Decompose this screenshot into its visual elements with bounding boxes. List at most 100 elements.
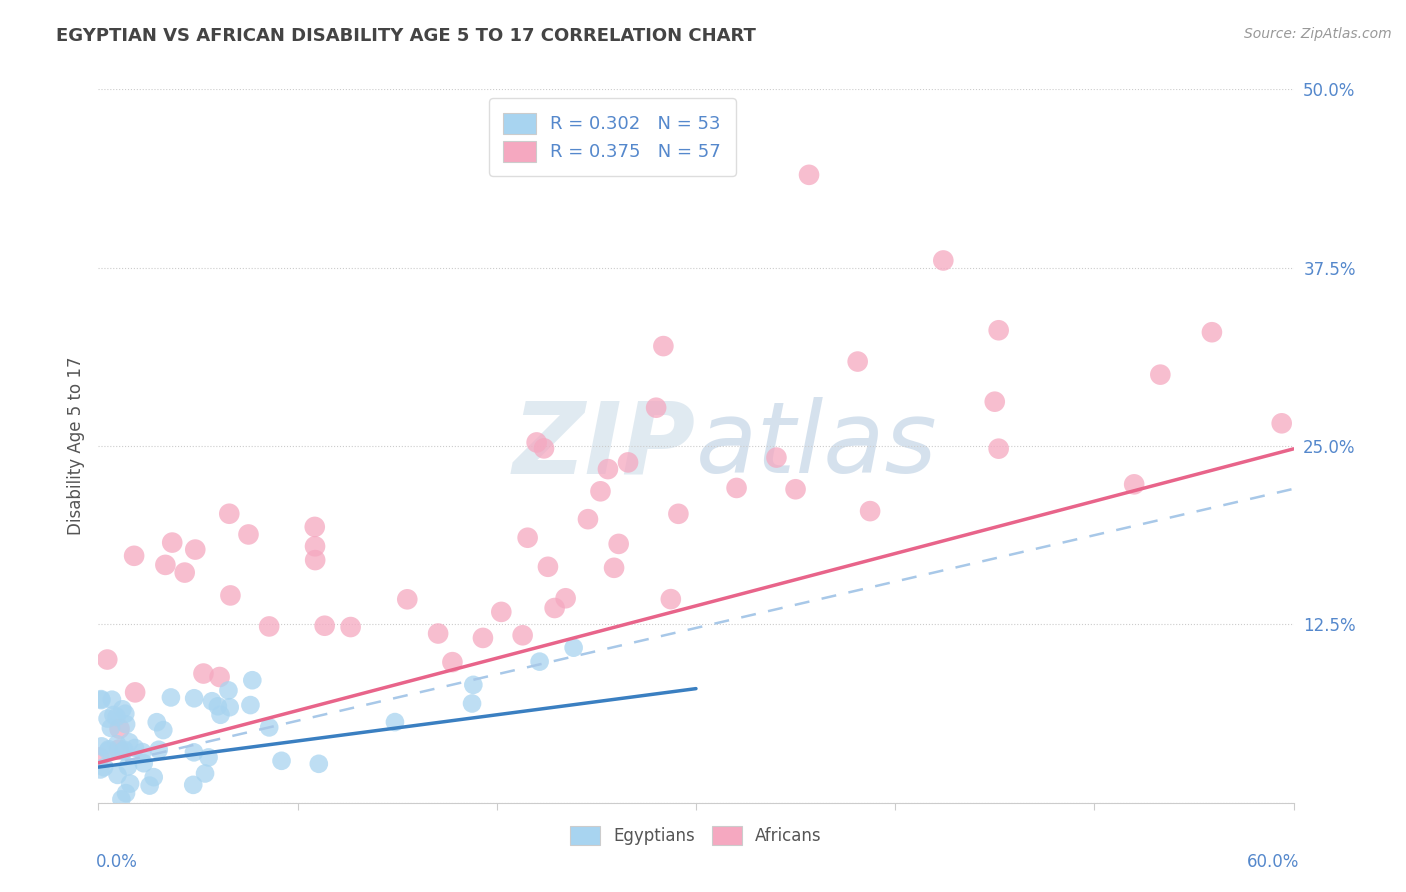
Point xyxy=(132,756,155,771)
Y-axis label: Disability Age 5 to 17: Disability Age 5 to 17 xyxy=(66,357,84,535)
Point xyxy=(491,605,513,619)
Point xyxy=(90,693,112,707)
Point xyxy=(526,435,548,450)
Point xyxy=(89,763,111,777)
Point xyxy=(115,786,138,800)
Point xyxy=(537,559,560,574)
Text: EGYPTIAN VS AFRICAN DISABILITY AGE 5 TO 17 CORRELATION CHART: EGYPTIAN VS AFRICAN DISABILITY AGE 5 TO … xyxy=(56,27,756,45)
Point xyxy=(554,591,576,606)
Point xyxy=(131,745,153,759)
Point xyxy=(785,482,807,496)
Point xyxy=(589,484,612,499)
Point xyxy=(155,558,177,572)
Point xyxy=(114,706,136,721)
Point xyxy=(124,741,146,756)
Point xyxy=(184,542,207,557)
Point xyxy=(122,549,145,563)
Point xyxy=(308,756,330,771)
Point xyxy=(596,462,619,476)
Point xyxy=(112,743,135,757)
Point xyxy=(110,792,132,806)
Point xyxy=(984,394,1007,409)
Point xyxy=(384,715,406,730)
Point xyxy=(90,692,112,706)
Point xyxy=(239,698,262,712)
Point xyxy=(120,776,142,790)
Point xyxy=(668,507,690,521)
Point xyxy=(208,670,231,684)
Point xyxy=(111,702,134,716)
Point xyxy=(107,768,129,782)
Point xyxy=(108,742,131,756)
Point xyxy=(859,504,882,518)
Point xyxy=(797,168,820,182)
Point xyxy=(471,631,494,645)
Point xyxy=(181,778,204,792)
Point xyxy=(209,707,232,722)
Point xyxy=(105,737,128,751)
Point xyxy=(194,766,217,780)
Point xyxy=(304,520,326,534)
Point xyxy=(396,592,419,607)
Point xyxy=(138,779,160,793)
Point xyxy=(562,640,585,655)
Point xyxy=(103,708,125,723)
Point xyxy=(846,354,869,368)
Point xyxy=(725,481,748,495)
Text: ZIP: ZIP xyxy=(513,398,696,494)
Point xyxy=(270,754,292,768)
Point xyxy=(652,339,675,353)
Point xyxy=(112,744,135,758)
Text: 60.0%: 60.0% xyxy=(1247,853,1299,871)
Point xyxy=(218,507,240,521)
Point xyxy=(240,673,263,688)
Point xyxy=(90,739,112,754)
Point xyxy=(603,561,626,575)
Point xyxy=(97,744,120,758)
Point xyxy=(1149,368,1171,382)
Point xyxy=(1201,325,1223,339)
Point xyxy=(512,628,534,642)
Point xyxy=(93,760,115,774)
Point xyxy=(533,442,555,456)
Point xyxy=(183,691,205,706)
Point xyxy=(145,715,167,730)
Point xyxy=(207,699,229,714)
Point xyxy=(529,655,551,669)
Point xyxy=(218,700,240,714)
Point xyxy=(427,626,450,640)
Point xyxy=(142,770,165,784)
Point xyxy=(108,722,131,736)
Point xyxy=(441,655,464,669)
Point xyxy=(238,527,260,541)
Point xyxy=(1271,417,1294,431)
Point xyxy=(765,450,787,465)
Text: Source: ZipAtlas.com: Source: ZipAtlas.com xyxy=(1244,27,1392,41)
Point xyxy=(118,735,141,749)
Point xyxy=(101,692,124,706)
Point xyxy=(193,666,215,681)
Text: 0.0%: 0.0% xyxy=(96,853,138,871)
Point xyxy=(96,712,118,726)
Text: atlas: atlas xyxy=(696,398,938,494)
Point xyxy=(115,717,138,731)
Point xyxy=(987,323,1010,337)
Point xyxy=(100,721,122,735)
Point xyxy=(932,253,955,268)
Point xyxy=(659,592,682,607)
Point xyxy=(257,720,280,734)
Point xyxy=(543,601,565,615)
Point xyxy=(89,750,111,764)
Point xyxy=(304,553,326,567)
Point xyxy=(1123,477,1146,491)
Point xyxy=(152,723,174,737)
Point xyxy=(97,742,120,756)
Point xyxy=(463,678,485,692)
Point xyxy=(117,759,139,773)
Point xyxy=(105,710,128,724)
Point xyxy=(987,442,1010,456)
Point xyxy=(124,685,146,699)
Point xyxy=(607,537,630,551)
Point xyxy=(160,535,183,549)
Point xyxy=(173,566,195,580)
